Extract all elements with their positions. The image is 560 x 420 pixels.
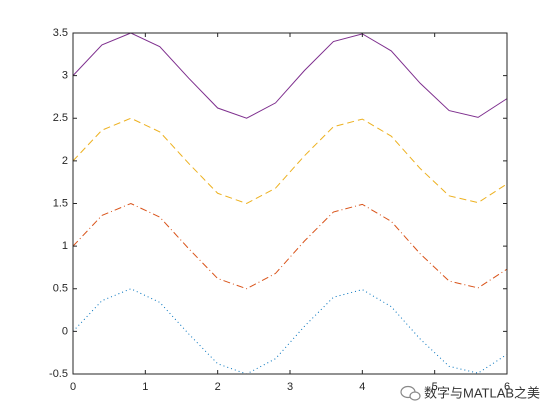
x-tick-label: 0 <box>70 381 76 393</box>
x-tick-label: 1 <box>142 381 148 393</box>
x-tick-label: 4 <box>359 381 365 393</box>
watermark: 数字与MATLAB之美 <box>424 385 540 400</box>
y-tick-label: 1.5 <box>53 197 68 209</box>
y-tick-label: 1 <box>62 240 68 252</box>
series-line <box>72 288 508 375</box>
y-tick-label: 0 <box>62 325 68 337</box>
y-tick-label: 0.5 <box>53 283 68 295</box>
y-tick-label: 3 <box>62 70 68 82</box>
x-tick-label: 5 <box>432 381 438 393</box>
y-tick-label: 3.5 <box>53 27 68 39</box>
series-line <box>72 117 508 205</box>
x-tick-label: 2 <box>215 381 221 393</box>
watermark-icon <box>400 385 421 401</box>
y-tick-label: -0.5 <box>49 368 68 380</box>
y-tick-label: 2 <box>62 155 68 167</box>
y-tick-label: 2.5 <box>53 112 68 124</box>
series-line <box>72 202 508 290</box>
series-line <box>72 32 508 119</box>
x-tick-label: 3 <box>287 381 293 393</box>
x-tick-label: 6 <box>504 381 510 393</box>
